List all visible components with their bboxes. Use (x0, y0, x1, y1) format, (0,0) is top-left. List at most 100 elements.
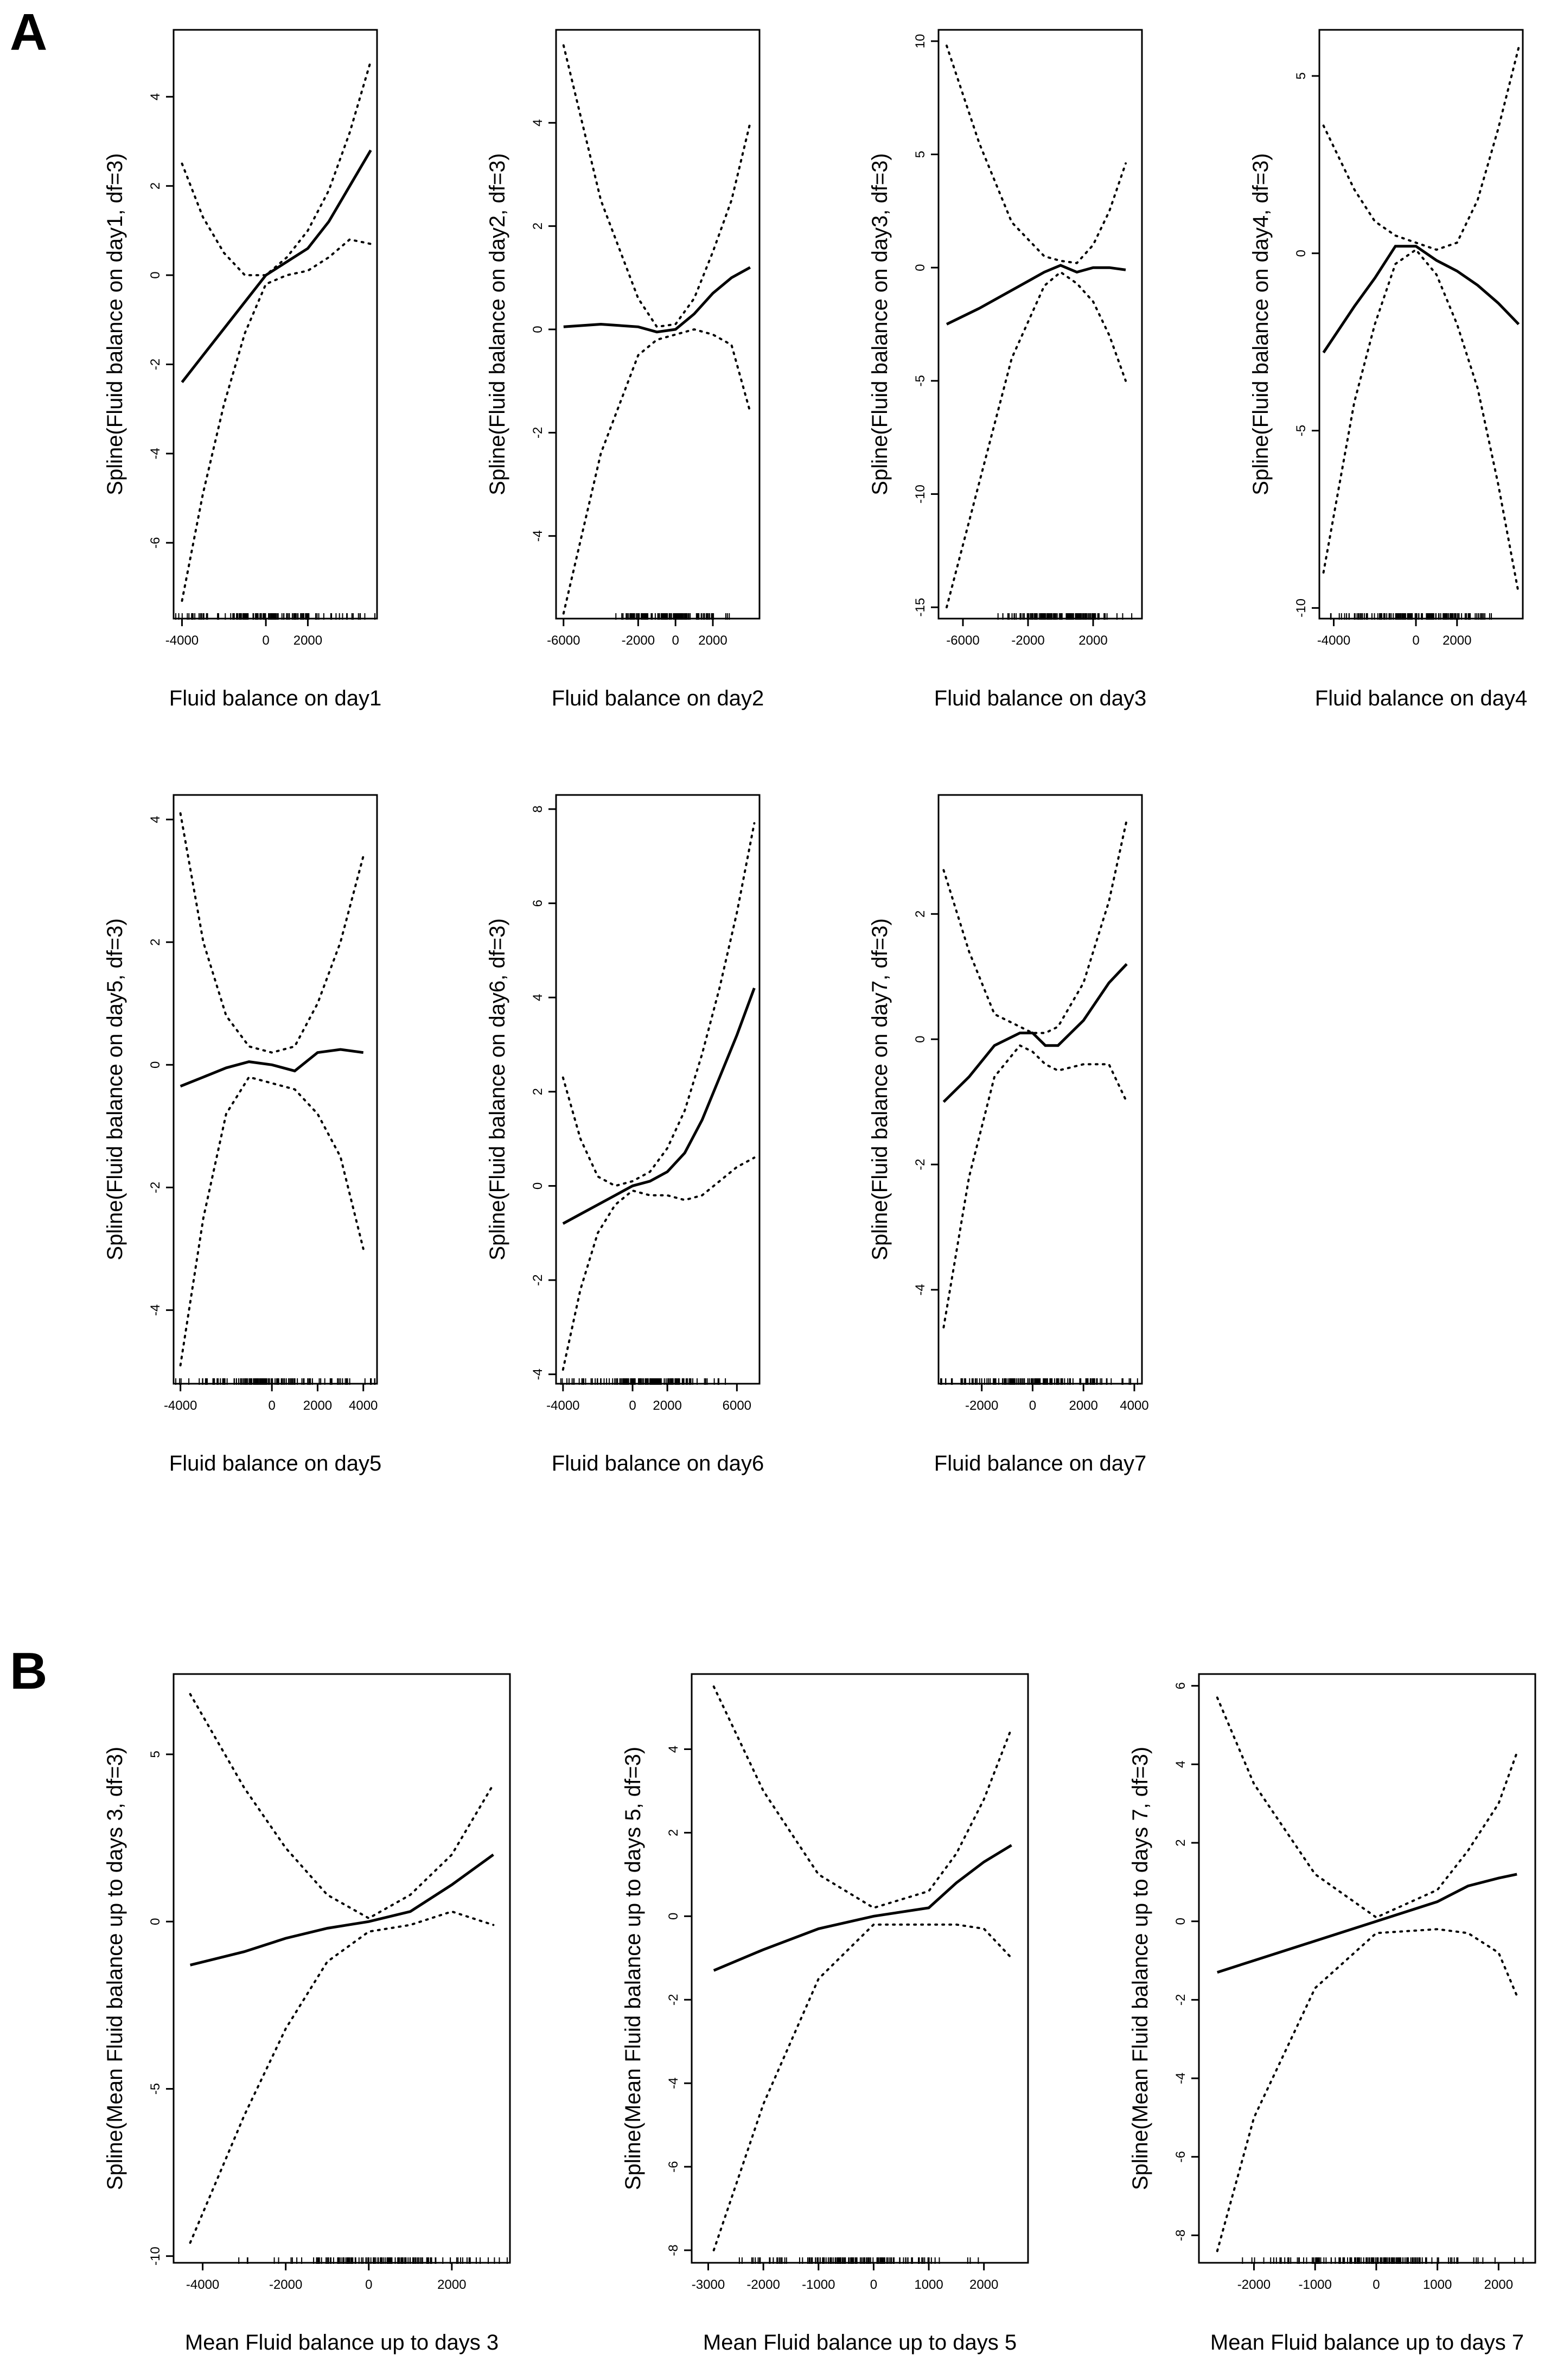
panel-label-b: B (10, 1642, 47, 1700)
x-tick-label: -2000 (269, 2277, 302, 2292)
x-tick-label: 0 (1029, 1398, 1036, 1413)
spline-fit-line (942, 963, 1128, 1103)
y-tick-label: 4 (148, 816, 163, 823)
x-tick-label: -4000 (186, 2277, 219, 2292)
x-axis-label: Fluid balance on day1 (169, 686, 381, 710)
panel-label-a: A (10, 3, 47, 61)
x-tick-label: 6000 (723, 1398, 751, 1413)
x-tick-label: 0 (1412, 633, 1419, 648)
y-tick-label: -2 (531, 1274, 545, 1286)
chart-10: -8 -6 -4 -2 0 2 4 6 -2000 -1000 0 1000 2000 Mean Flui… (1128, 1673, 1536, 2354)
chart-5: -4 -2 0 2 4 -4000 0 2000 4000 Fluid balance on da… (103, 794, 381, 1475)
x-tick-label: 2000 (1078, 633, 1107, 648)
x-tick-label: 1000 (914, 2277, 943, 2292)
x-tick-label: 2000 (293, 633, 322, 648)
plot-frame (937, 29, 1143, 620)
y-tick-label: 2 (531, 1088, 545, 1095)
spline-fit-line (1217, 1873, 1517, 1974)
ci-lower-line (712, 1923, 1013, 2251)
y-tick-label: -6 (1173, 2151, 1188, 2162)
y-tick-label: 0 (148, 271, 163, 278)
y-tick-label: 6 (1173, 1682, 1188, 1689)
ci-lower-line (942, 1044, 1128, 1329)
y-tick-label: -10 (913, 485, 928, 504)
x-tick-label: 2000 (437, 2277, 466, 2292)
y-tick-label: -4 (531, 1369, 545, 1380)
x-tick-label: 4000 (1120, 1398, 1148, 1413)
y-tick-label: -10 (1294, 599, 1309, 618)
y-tick-label: 4 (531, 994, 545, 1001)
x-axis-label: Fluid balance on day2 (552, 686, 764, 710)
y-axis-label: Spline(Mean Fluid balance up to days 5, … (621, 1747, 645, 2190)
y-tick-label: 5 (913, 151, 928, 158)
y-tick-label: -2 (148, 1182, 163, 1193)
y-tick-label: 2 (531, 222, 545, 230)
spline-fit-line (562, 988, 756, 1225)
ci-upper-line (946, 44, 1127, 264)
ci-upper-line (561, 822, 756, 1187)
y-tick-label: -4 (531, 530, 545, 542)
y-tick-label: -4 (148, 448, 163, 459)
y-axis-label: Spline(Fluid balance on day1, df=3) (103, 153, 127, 495)
plot-frame (937, 794, 1143, 1385)
ci-upper-line (1322, 46, 1520, 251)
ci-lower-line (561, 1156, 756, 1371)
x-tick-label: 4000 (349, 1398, 378, 1413)
plot-frame (173, 1673, 511, 2264)
spline-fit-line (189, 1853, 494, 1967)
x-axis-label: Mean Fluid balance up to days 5 (703, 2331, 1017, 2354)
chart-3: -15 -10 -5 0 5 10 -6000 -2000 2000 Fluid balance … (868, 29, 1146, 710)
y-tick-label: -5 (1294, 425, 1309, 436)
x-tick-label: -3000 (692, 2277, 725, 2292)
y-tick-label: 8 (531, 805, 545, 812)
y-tick-label: -4 (913, 1284, 928, 1295)
x-tick-label: 2000 (303, 1398, 332, 1413)
x-tick-label: -4000 (1317, 633, 1350, 648)
y-tick-label: -4 (1173, 2072, 1188, 2084)
y-tick-label: -6 (148, 537, 163, 549)
x-tick-label: -2000 (965, 1398, 998, 1413)
y-tick-label: -4 (666, 2077, 681, 2089)
chart-6: -4 -2 0 2 4 6 8 -4000 0 2000 6000 Fluid balance on … (486, 794, 764, 1475)
ci-lower-line (946, 270, 1127, 609)
y-tick-label: 2 (666, 1829, 681, 1836)
y-tick-label: 0 (1173, 1918, 1188, 1925)
x-tick-label: -4000 (165, 633, 199, 648)
ci-lower-line (189, 1910, 495, 2244)
x-axis-label: Mean Fluid balance up to days 7 (1210, 2331, 1524, 2354)
x-axis-label: Fluid balance on day6 (552, 1452, 764, 1475)
x-tick-label: -2000 (1237, 2277, 1271, 2292)
y-tick-label: -2 (1173, 1994, 1188, 2006)
y-tick-label: 0 (913, 1035, 928, 1042)
chart-9: -8 -6 -4 -2 0 2 4 -3000 -2000 -1000 0 1000 2000 Mean … (621, 1673, 1029, 2354)
x-tick-label: -2000 (622, 633, 655, 648)
x-tick-label: 2000 (969, 2277, 998, 2292)
y-tick-label: 0 (913, 264, 928, 271)
plot-frame (173, 29, 378, 620)
spline-fit-line (181, 149, 372, 383)
x-tick-label: 1000 (1423, 2277, 1452, 2292)
ci-lower-line (179, 1076, 365, 1367)
y-axis-label: Spline(Fluid balance on day5, df=3) (103, 918, 127, 1260)
y-axis-label: Spline(Fluid balance on day7, df=3) (868, 918, 892, 1260)
y-tick-label: 0 (531, 326, 545, 333)
x-tick-label: -2000 (1011, 633, 1044, 648)
x-tick-label: 0 (629, 1398, 636, 1413)
x-tick-label: 2000 (1484, 2277, 1513, 2292)
chart-4: -10 -5 0 5 -4000 0 2000 Fluid balance on day4 Sp… (1249, 29, 1527, 710)
x-tick-label: -6000 (946, 633, 979, 648)
plot-frame (555, 794, 761, 1385)
x-tick-label: 0 (262, 633, 269, 648)
y-tick-label: -5 (148, 2083, 163, 2095)
y-tick-label: -5 (913, 375, 928, 386)
plot-frame (173, 794, 378, 1385)
x-axis-label: Fluid balance on day3 (934, 686, 1146, 710)
y-tick-label: 0 (666, 1913, 681, 1920)
plot-frame (1318, 29, 1524, 620)
x-axis-label: Fluid balance on day4 (1315, 686, 1527, 710)
y-tick-label: 2 (913, 911, 928, 918)
plot-frame (691, 1673, 1029, 2264)
y-tick-label: -2 (531, 427, 545, 438)
spline-fit-line (713, 1844, 1012, 1972)
